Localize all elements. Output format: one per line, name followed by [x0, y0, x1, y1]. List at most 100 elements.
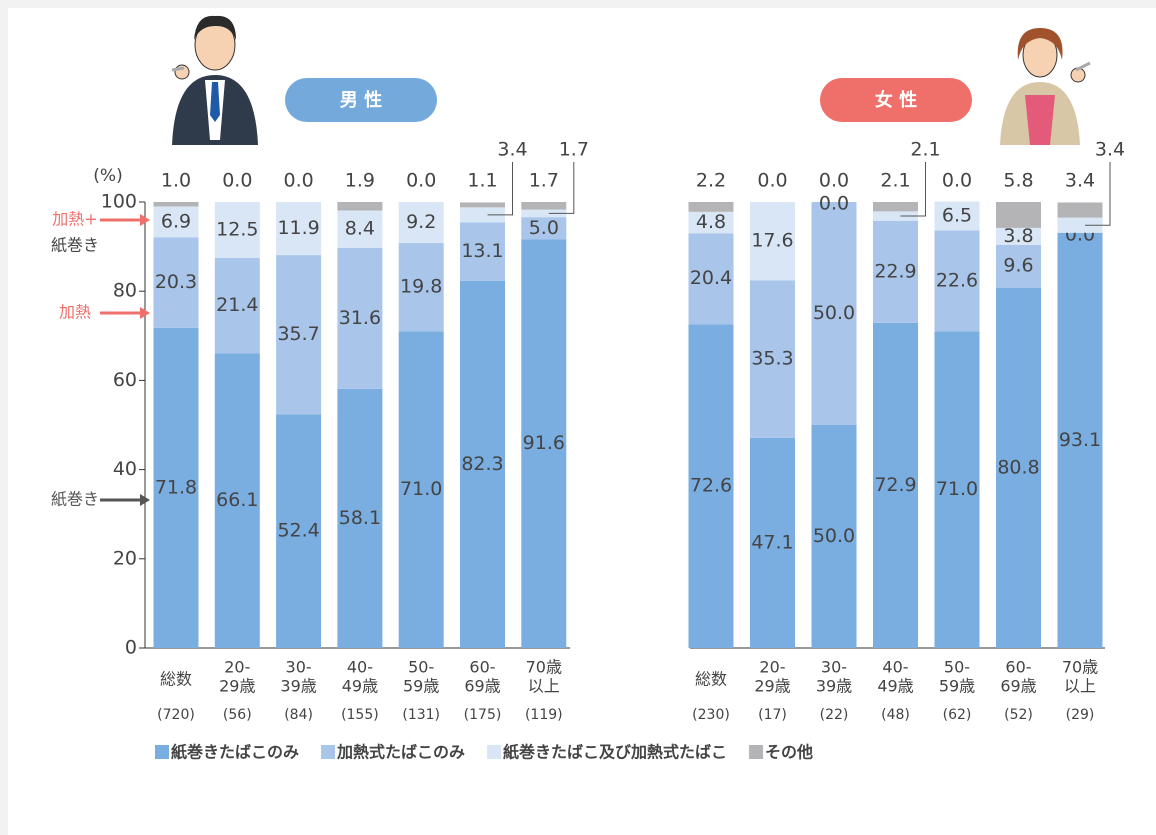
x-tick-label: 70歳 [526, 658, 562, 677]
legend-swatch [749, 745, 763, 759]
value-label: 52.4 [277, 520, 319, 542]
bar-segment [337, 202, 382, 210]
value-label: 35.7 [277, 323, 319, 345]
x-tick-label: 50- [944, 658, 970, 677]
value-label: 2.1 [880, 170, 910, 192]
value-label: 1.7 [559, 139, 589, 161]
value-label: 22.9 [874, 260, 916, 282]
value-label: 5.0 [529, 217, 559, 239]
annotation: 加熱+ [52, 210, 97, 229]
bar-segment [996, 202, 1041, 228]
x-tick-label: 30- [286, 658, 312, 677]
sample-size: (131) [402, 707, 440, 723]
legend-label: 加熱式たばこのみ [336, 743, 465, 762]
annotation: 紙巻き [51, 236, 99, 255]
value-label: 20.3 [155, 271, 197, 293]
sample-size: (155) [341, 707, 379, 723]
value-label: 12.5 [216, 218, 258, 240]
sample-size: (175) [464, 707, 502, 723]
sample-size: (56) [223, 707, 252, 723]
x-tick-label: 29歳 [219, 677, 255, 696]
sample-size: (119) [525, 707, 563, 723]
value-label: 8.4 [345, 218, 375, 240]
annotation: 紙巻き [51, 490, 99, 509]
value-label: 22.6 [936, 269, 978, 291]
value-label: 82.3 [461, 453, 503, 475]
x-tick-label: 49歳 [877, 677, 913, 696]
x-tick-label: 59歳 [939, 677, 975, 696]
x-tick-label: 総数 [160, 670, 192, 689]
value-label: 6.9 [161, 210, 191, 232]
value-label: 35.3 [751, 348, 793, 370]
value-label: 0.0 [222, 170, 252, 192]
sample-size: (17) [758, 707, 787, 723]
value-label: 20.4 [690, 267, 732, 289]
value-label: 0.0 [406, 170, 436, 192]
x-tick-label: 総数 [695, 670, 727, 689]
value-label: 13.1 [461, 240, 503, 262]
value-label: 21.4 [216, 294, 258, 316]
x-tick-label: 20- [759, 658, 785, 677]
sample-size: (230) [692, 707, 730, 723]
x-tick-label: 40- [882, 658, 908, 677]
value-label: 50.0 [813, 302, 855, 324]
sample-size: (22) [820, 707, 849, 723]
value-label: 71.0 [936, 478, 978, 500]
value-label: 47.1 [751, 531, 793, 553]
bar-segment [1058, 202, 1103, 217]
value-label: 5.8 [1003, 170, 1033, 192]
x-tick-label: 49歳 [342, 677, 378, 696]
value-label: 17.6 [751, 230, 793, 252]
bar-segment [689, 202, 734, 212]
legend-label: 紙巻きたばこ及び加熱式たばこ [503, 743, 727, 762]
value-label: 71.0 [400, 478, 442, 500]
sample-size: (84) [284, 707, 313, 723]
x-tick-label: 以上 [1064, 677, 1096, 696]
y-axis-label: (%) [93, 166, 122, 186]
y-tick-label: 40 [113, 458, 137, 480]
x-tick-label: 60- [1005, 658, 1031, 677]
value-label: 19.8 [400, 276, 442, 298]
x-tick-label: 30- [821, 658, 847, 677]
value-label: 3.4 [1095, 139, 1125, 161]
y-tick-label: 100 [101, 191, 137, 213]
value-label: 4.8 [696, 211, 726, 233]
legend-swatch [487, 745, 501, 759]
x-tick-label: 69歳 [464, 677, 500, 696]
x-tick-label: 以上 [528, 677, 560, 696]
value-label: 2.1 [910, 139, 940, 161]
value-label: 0.0 [819, 193, 849, 215]
value-label: 72.6 [690, 475, 732, 497]
value-label: 9.2 [406, 211, 436, 233]
bar-segment [521, 202, 566, 210]
value-label: 0.0 [283, 170, 313, 192]
bar-segment [460, 202, 505, 207]
value-label: 3.4 [497, 139, 527, 161]
value-label: 6.5 [942, 205, 972, 227]
y-tick-label: 80 [113, 280, 137, 302]
value-label: 91.6 [523, 432, 565, 454]
legend-swatch [155, 745, 169, 759]
bar-segment [154, 202, 199, 206]
chart: 男 性020406080100(%)71.820.36.91.0総数(720)6… [0, 0, 1156, 835]
chart-title: 女 性 [875, 89, 917, 111]
x-tick-label: 20- [224, 658, 250, 677]
value-label: 66.1 [216, 489, 258, 511]
value-label: 2.2 [696, 170, 726, 192]
value-label: 72.9 [874, 474, 916, 496]
value-label: 1.9 [345, 170, 375, 192]
x-tick-label: 70歳 [1062, 658, 1098, 677]
value-label: 0.0 [819, 170, 849, 192]
x-tick-label: 69歳 [1000, 677, 1036, 696]
value-label: 50.0 [813, 525, 855, 547]
chart-title: 男 性 [340, 89, 382, 111]
sample-size: (52) [1004, 707, 1033, 723]
x-tick-label: 39歳 [816, 677, 852, 696]
legend-label: 紙巻きたばこのみ [171, 743, 299, 762]
x-tick-label: 50- [408, 658, 434, 677]
value-label: 1.7 [529, 170, 559, 192]
x-tick-label: 29歳 [754, 677, 790, 696]
value-label: 0.0 [757, 170, 787, 192]
value-label: 58.1 [339, 507, 381, 529]
value-label: 3.4 [1065, 170, 1095, 192]
